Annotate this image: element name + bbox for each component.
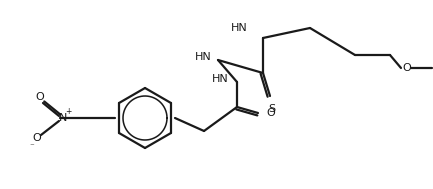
Text: +: + [65,108,71,116]
Text: O: O [266,108,275,118]
Text: ⁻: ⁻ [29,143,34,152]
Text: O: O [32,133,42,143]
Text: O: O [403,63,411,73]
Text: HN: HN [195,52,212,62]
Text: HN: HN [212,74,229,84]
Text: HN: HN [231,23,248,33]
Text: O: O [36,92,44,102]
Text: N: N [59,113,68,123]
Text: S: S [268,104,275,114]
